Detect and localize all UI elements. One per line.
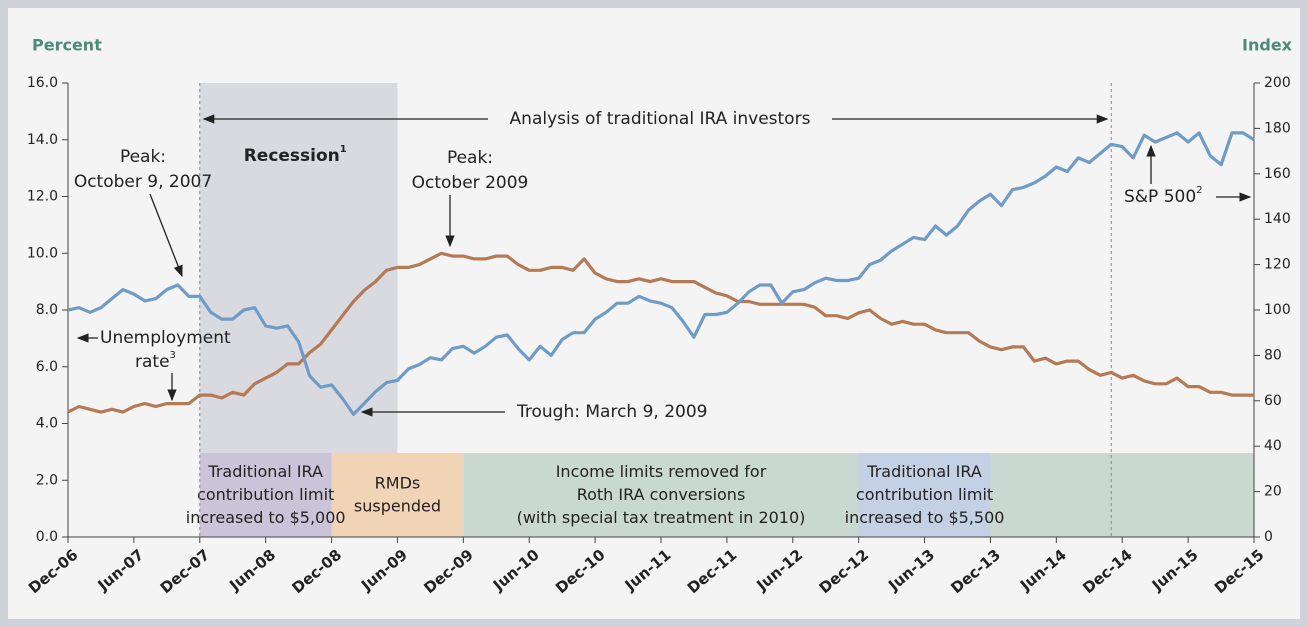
peak-2009-label-line: Peak: bbox=[447, 148, 493, 168]
peak-2007-label-line: Peak: bbox=[120, 147, 166, 167]
y-tick-label: 4.0 bbox=[36, 416, 58, 432]
peak-2009-label-line: October 2009 bbox=[412, 173, 529, 193]
y2-tick-label: 80 bbox=[1264, 347, 1282, 363]
recession-label: Recession1 bbox=[244, 144, 347, 166]
y2-tick-label: 0 bbox=[1264, 529, 1273, 545]
y-tick-label: 10.0 bbox=[27, 245, 58, 261]
band-label-line: Income limits removed for bbox=[556, 462, 767, 481]
y2-tick-label: 160 bbox=[1264, 166, 1291, 182]
y-tick-label: 8.0 bbox=[36, 302, 58, 318]
band-label-line: increased to $5,500 bbox=[845, 508, 1005, 527]
y2-tick-label: 40 bbox=[1264, 438, 1282, 454]
y2-tick-label: 100 bbox=[1264, 302, 1291, 318]
band-label: Income limits removed for Roth IRA conver… bbox=[517, 462, 806, 527]
band-label-line: Traditional IRA bbox=[866, 462, 982, 481]
series-name: S&P 500 bbox=[1124, 187, 1196, 207]
band-label-line: (with special tax treatment in 2010) bbox=[517, 508, 806, 527]
y-axis-title: Percent bbox=[32, 36, 102, 55]
y-tick-label: 6.0 bbox=[36, 359, 58, 375]
analysis-label: Analysis of traditional IRA investors bbox=[510, 109, 811, 129]
y2-tick-label: 180 bbox=[1264, 120, 1291, 136]
y2-tick-label: 200 bbox=[1264, 75, 1291, 91]
annotation-arrow bbox=[149, 193, 183, 278]
band-label-line: Traditional IRA bbox=[207, 462, 323, 481]
y-tick-label: 2.0 bbox=[36, 472, 58, 488]
peak-2009-label: Peak: October 2009 bbox=[412, 148, 529, 193]
band-label-line: contribution limit bbox=[197, 485, 334, 504]
series-label-line: rate bbox=[135, 352, 170, 372]
policy-band bbox=[858, 453, 991, 537]
y2-tick-label: 20 bbox=[1264, 484, 1282, 500]
series-note: 3 bbox=[170, 350, 176, 361]
band-label-line: increased to $5,000 bbox=[186, 508, 346, 527]
policy-band bbox=[463, 453, 1254, 537]
series-label: rate3 bbox=[135, 350, 176, 372]
series-line bbox=[67, 131, 1255, 416]
series-label: Unemployment bbox=[100, 328, 231, 348]
band-label-line: suspended bbox=[354, 496, 441, 515]
band-label: RMDs suspended bbox=[354, 473, 441, 515]
band-label: Traditional IRA contribution limit increas… bbox=[845, 462, 1005, 527]
band-label: Traditional IRA contribution limit increas… bbox=[186, 462, 346, 527]
peak-2007-label-line: October 9, 2007 bbox=[74, 172, 212, 192]
y-tick-label: 0.0 bbox=[36, 529, 58, 545]
policy-band bbox=[199, 453, 332, 537]
peak-2007-label: Peak: October 9, 2007 bbox=[74, 147, 212, 192]
y-tick-label: 16.0 bbox=[27, 75, 58, 91]
series-note: 2 bbox=[1196, 185, 1202, 196]
band-label-line: Roth IRA conversions bbox=[577, 485, 746, 504]
recession-note: 1 bbox=[340, 144, 347, 155]
policy-band bbox=[331, 453, 464, 537]
band-label-line: RMDs bbox=[375, 473, 421, 492]
series-line bbox=[67, 251, 1254, 414]
series-label: S&P 5002 bbox=[1124, 185, 1203, 207]
band-label-line: contribution limit bbox=[856, 485, 993, 504]
y2-tick-label: 120 bbox=[1264, 257, 1291, 273]
y2-tick-label: 140 bbox=[1264, 211, 1291, 227]
y2-axis-title: Index bbox=[1242, 36, 1293, 55]
recession-text: Recession bbox=[244, 146, 340, 166]
trough-label: Trough: March 9, 2009 bbox=[516, 402, 708, 422]
y2-tick-label: 60 bbox=[1264, 393, 1282, 409]
y-tick-label: 14.0 bbox=[27, 132, 58, 148]
y-tick-label: 12.0 bbox=[27, 189, 58, 205]
